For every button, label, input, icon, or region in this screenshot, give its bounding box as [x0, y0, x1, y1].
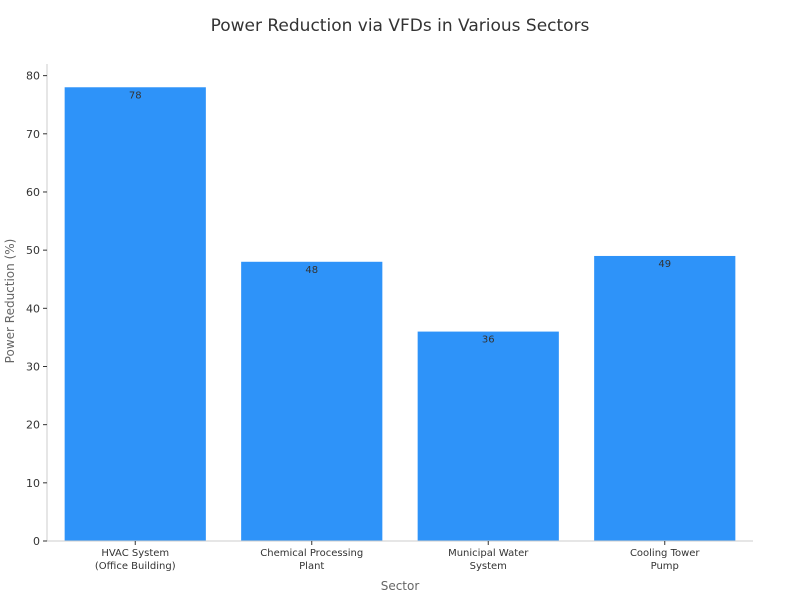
x-tick-label: Chemical Processing Plant [260, 548, 363, 572]
x-tick-label-line: Plant [299, 561, 324, 572]
bar-value-label: 36 [482, 335, 495, 346]
bar [64, 87, 206, 541]
x-tick-label-line: System [470, 561, 507, 572]
x-tick-label-line: Chemical Processing [260, 548, 363, 559]
x-tick-label-line: Municipal Water [448, 548, 529, 559]
bar-value-label: 49 [658, 259, 671, 270]
x-tick-label: Cooling Tower Pump [630, 548, 700, 572]
x-tick-label: Municipal Water System [448, 548, 529, 572]
bar [594, 255, 736, 541]
x-tick-label-line: HVAC System [101, 548, 169, 559]
y-tick-label: 80 [26, 70, 40, 83]
x-tick-label-line: (Office Building) [95, 561, 176, 572]
x-tick-label-line: Cooling Tower [630, 548, 700, 559]
x-tick-label: HVAC System (Office Building) [95, 548, 176, 572]
y-tick-label: 30 [26, 360, 40, 373]
y-axis-title: Power Reduction (%) [3, 239, 17, 364]
y-tick-label: 60 [26, 186, 40, 199]
bar-value-label: 78 [129, 90, 142, 101]
bar [241, 261, 383, 541]
y-tick-label: 40 [26, 302, 40, 315]
chart-title: Power Reduction via VFDs in Various Sect… [211, 16, 590, 36]
axes-layer: 0 10 20 30 40 50 60 70 80 HVAC System (Office Buil… [26, 64, 753, 572]
y-tick-label: 20 [26, 419, 40, 432]
x-tick-label-line: Pump [651, 561, 679, 572]
bar-value-label: 48 [305, 265, 318, 276]
bar [417, 331, 559, 541]
y-tick-label: 50 [26, 244, 40, 257]
y-tick-label: 10 [26, 477, 40, 490]
y-tick-label: 0 [33, 535, 40, 548]
x-axis-title: Sector [381, 579, 420, 593]
bars-layer: 78 48 36 49 [64, 87, 736, 541]
y-tick-label: 70 [26, 128, 40, 141]
